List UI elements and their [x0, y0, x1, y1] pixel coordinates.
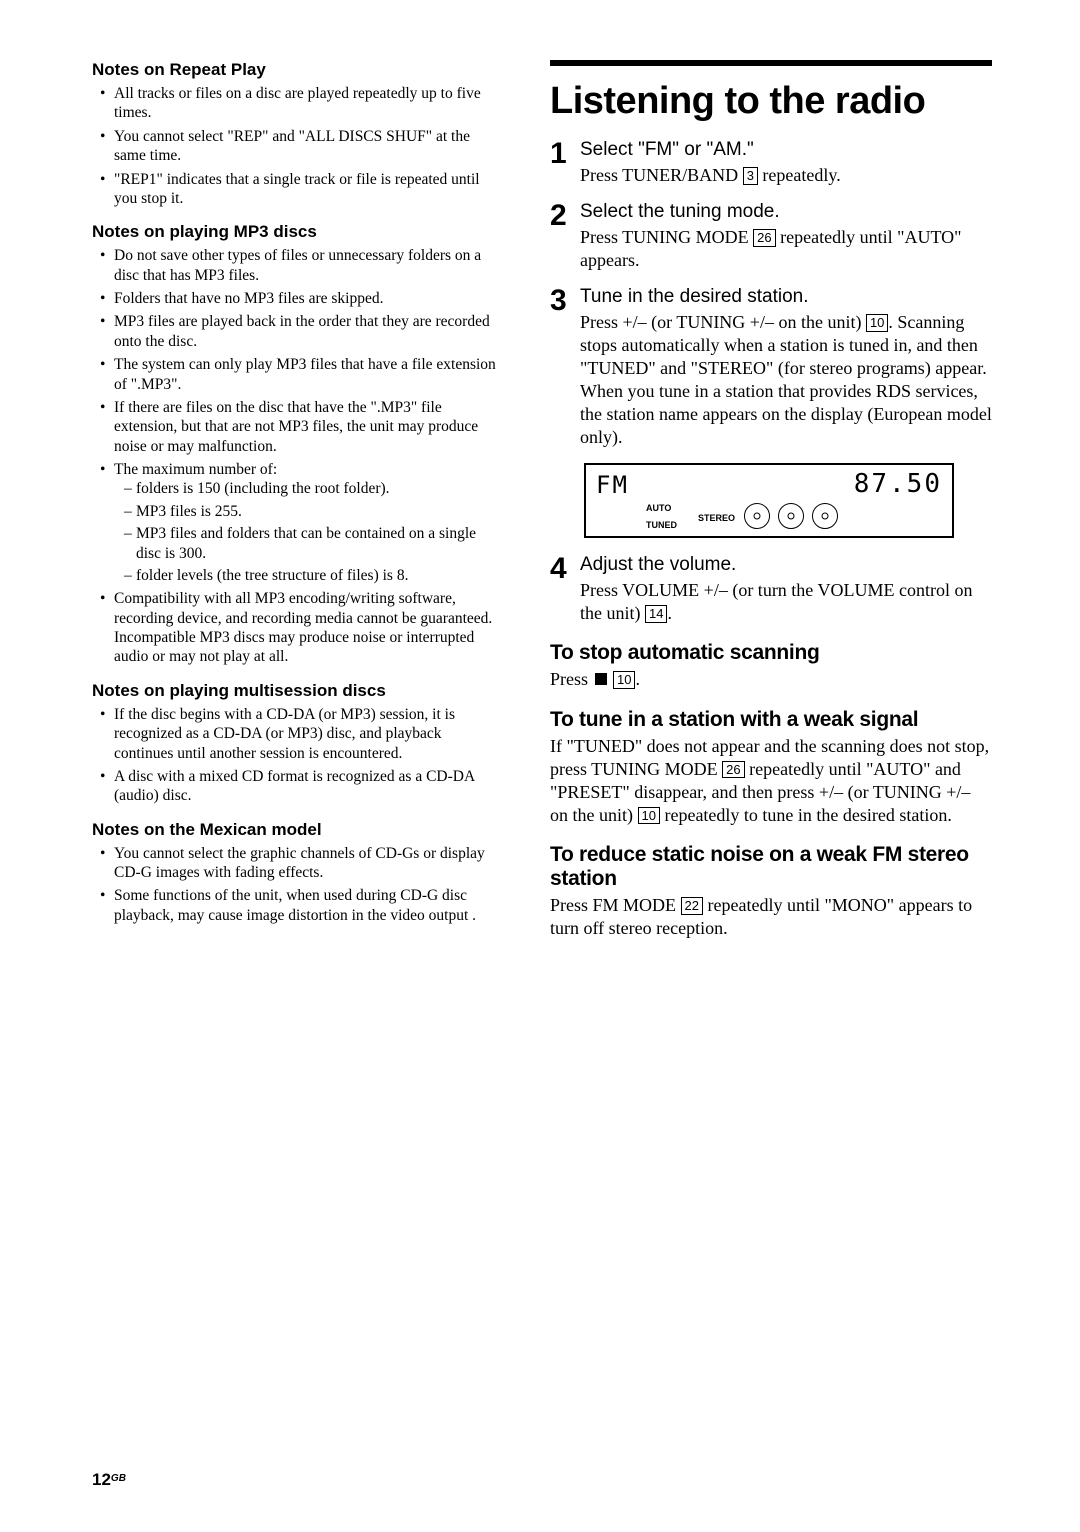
step-2: 2 Select the tuning mode. Press TUNING M… — [550, 201, 992, 272]
key-ref: 14 — [645, 605, 667, 623]
section-top-bar — [550, 60, 992, 66]
step-body: Select the tuning mode. Press TUNING MOD… — [580, 201, 992, 272]
weak-signal-text: If "TUNED" does not appear and the scann… — [550, 735, 992, 827]
body-text-span: Press — [550, 669, 593, 689]
step-desc: Press +/– (or TUNING +/– on the unit) 10… — [580, 311, 992, 449]
static-noise-heading: To reduce static noise on a weak FM ster… — [550, 843, 992, 891]
key-ref: 10 — [638, 807, 660, 825]
disc-icon — [778, 503, 804, 529]
step-number: 2 — [550, 201, 568, 231]
notes-repeat-heading: Notes on Repeat Play — [92, 60, 502, 80]
radio-display-panel: FM 87.50 AUTO TUNED STEREO — [584, 463, 954, 538]
display-auto-label: AUTO — [646, 503, 671, 513]
list-item: You cannot select the graphic channels o… — [104, 844, 502, 883]
body-text-span: Press FM MODE — [550, 895, 681, 915]
notes-repeat-list: All tracks or files on a disc are played… — [92, 84, 502, 208]
list-item: folder levels (the tree structure of fil… — [124, 566, 502, 585]
notes-multisession-heading: Notes on playing multisession discs — [92, 681, 502, 701]
step-desc: Press TUNER/BAND 3 repeatedly. — [580, 164, 992, 187]
static-noise-text: Press FM MODE 22 repeatedly until "MONO"… — [550, 894, 992, 940]
list-item: If there are files on the disc that have… — [104, 398, 502, 456]
display-disc-icons — [744, 503, 838, 529]
step-number: 4 — [550, 554, 568, 584]
notes-mp3-heading: Notes on playing MP3 discs — [92, 222, 502, 242]
step-4: 4 Adjust the volume. Press VOLUME +/– (o… — [550, 554, 992, 625]
step-desc-text: Press TUNING MODE — [580, 227, 753, 247]
page-number-value: 12 — [92, 1470, 111, 1489]
list-item: A disc with a mixed CD format is recogni… — [104, 767, 502, 806]
list-item: folders is 150 (including the root folde… — [124, 479, 502, 498]
step-title: Tune in the desired station. — [580, 286, 992, 308]
stop-scan-text: Press 10. — [550, 668, 992, 691]
notes-multisession-list: If the disc begins with a CD-DA (or MP3)… — [92, 705, 502, 806]
notes-mexican-heading: Notes on the Mexican model — [92, 820, 502, 840]
key-ref: 10 — [613, 671, 635, 689]
step-desc-text: Press +/– (or TUNING +/– on the unit) — [580, 312, 866, 332]
step-1: 1 Select "FM" or "AM." Press TUNER/BAND … — [550, 139, 992, 187]
list-item: Folders that have no MP3 files are skipp… — [104, 289, 502, 308]
page-number: 12GB — [92, 1470, 126, 1490]
section-title: Listening to the radio — [550, 80, 992, 123]
step-body: Select "FM" or "AM." Press TUNER/BAND 3 … — [580, 139, 992, 187]
key-ref: 10 — [866, 314, 888, 332]
list-item: If the disc begins with a CD-DA (or MP3)… — [104, 705, 502, 763]
step-number: 1 — [550, 139, 568, 169]
key-ref: 22 — [681, 897, 703, 915]
page-lang: GB — [111, 1473, 126, 1484]
left-column: Notes on Repeat Play All tracks or files… — [92, 60, 502, 940]
list-item: All tracks or files on a disc are played… — [104, 84, 502, 123]
disc-icon — [812, 503, 838, 529]
step-number: 3 — [550, 286, 568, 316]
list-item: Some functions of the unit, when used du… — [104, 886, 502, 925]
stop-icon — [595, 673, 607, 685]
step-desc-text: Press VOLUME +/– (or turn the VOLUME con… — [580, 580, 972, 623]
key-ref: 26 — [753, 229, 775, 247]
step-title: Select "FM" or "AM." — [580, 139, 992, 161]
step-desc: Press VOLUME +/– (or turn the VOLUME con… — [580, 579, 992, 625]
step-title: Adjust the volume. — [580, 554, 992, 576]
list-item: Compatibility with all MP3 encoding/writ… — [104, 589, 502, 667]
step-desc-text: . — [667, 603, 672, 623]
list-item: MP3 files and folders that can be contai… — [124, 524, 502, 563]
key-ref: 26 — [722, 761, 744, 779]
page-columns: Notes on Repeat Play All tracks or files… — [92, 60, 992, 940]
list-item: You cannot select "REP" and "ALL DISCS S… — [104, 127, 502, 166]
step-title: Select the tuning mode. — [580, 201, 992, 223]
step-3: 3 Tune in the desired station. Press +/–… — [550, 286, 992, 449]
step-desc: Press TUNING MODE 26 repeatedly until "A… — [580, 226, 992, 272]
body-text-span: . — [635, 669, 640, 689]
key-ref: 3 — [743, 167, 758, 185]
step-desc-text: . Scanning stops automatically when a st… — [580, 312, 992, 447]
list-item: MP3 files is 255. — [124, 502, 502, 521]
step-body: Adjust the volume. Press VOLUME +/– (or … — [580, 554, 992, 625]
body-text-span: repeatedly to tune in the desired statio… — [660, 805, 952, 825]
list-item: Do not save other types of files or unne… — [104, 246, 502, 285]
list-item-text: The maximum number of: — [114, 461, 277, 478]
display-tuned-label: TUNED — [646, 520, 677, 530]
list-item: "REP1" indicates that a single track or … — [104, 170, 502, 209]
step-desc-text: Press TUNER/BAND — [580, 165, 743, 185]
notes-mp3-list: Do not save other types of files or unne… — [92, 246, 502, 667]
disc-icon — [744, 503, 770, 529]
list-item: The system can only play MP3 files that … — [104, 355, 502, 394]
display-frequency: 87.50 — [854, 469, 942, 499]
display-stereo-label: STEREO — [698, 513, 735, 523]
stop-scan-heading: To stop automatic scanning — [550, 641, 992, 665]
max-number-sublist: folders is 150 (including the root folde… — [114, 479, 502, 585]
right-column: Listening to the radio 1 Select "FM" or … — [550, 60, 992, 940]
list-item: The maximum number of: folders is 150 (i… — [104, 460, 502, 585]
display-band: FM — [596, 471, 629, 499]
notes-mexican-list: You cannot select the graphic channels o… — [92, 844, 502, 926]
step-body: Tune in the desired station. Press +/– (… — [580, 286, 992, 449]
step-desc-text: repeatedly. — [758, 165, 841, 185]
weak-signal-heading: To tune in a station with a weak signal — [550, 708, 992, 732]
list-item: MP3 files are played back in the order t… — [104, 312, 502, 351]
